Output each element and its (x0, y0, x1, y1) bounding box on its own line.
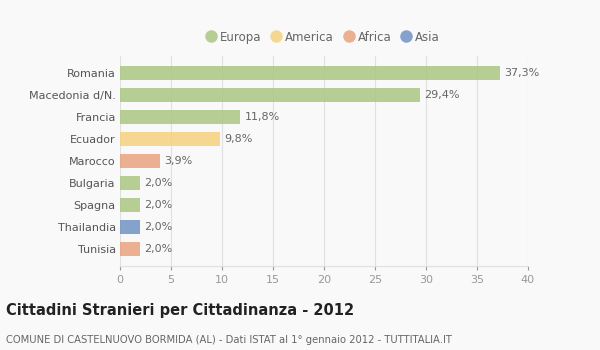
Bar (120, 220, 140, 235)
Text: 29,4%: 29,4% (424, 90, 460, 100)
Text: COMUNE DI CASTELNUOVO BORMIDA (AL) - Dati ISTAT al 1° gennaio 2012 - TUTTITALIA.: COMUNE DI CASTELNUOVO BORMIDA (AL) - Dat… (6, 335, 452, 345)
Text: 9,8%: 9,8% (224, 134, 253, 144)
Bar (120, 198, 140, 212)
Bar (120, 88, 420, 102)
Text: Cittadini Stranieri per Cittadinanza - 2012: Cittadini Stranieri per Cittadinanza - 2… (6, 303, 354, 318)
Bar (120, 65, 500, 80)
Bar (120, 176, 140, 190)
Bar (120, 110, 241, 124)
Text: 2,0%: 2,0% (145, 222, 173, 232)
Bar (120, 154, 160, 168)
Text: 3,9%: 3,9% (164, 156, 192, 166)
Text: 37,3%: 37,3% (505, 68, 540, 78)
Text: 2,0%: 2,0% (145, 200, 173, 210)
Text: 2,0%: 2,0% (145, 244, 173, 254)
Legend: Europa, America, Africa, Asia: Europa, America, Africa, Asia (203, 26, 445, 49)
Text: 2,0%: 2,0% (145, 178, 173, 188)
Bar (120, 242, 140, 257)
Bar (120, 132, 220, 146)
Text: 11,8%: 11,8% (244, 112, 280, 122)
